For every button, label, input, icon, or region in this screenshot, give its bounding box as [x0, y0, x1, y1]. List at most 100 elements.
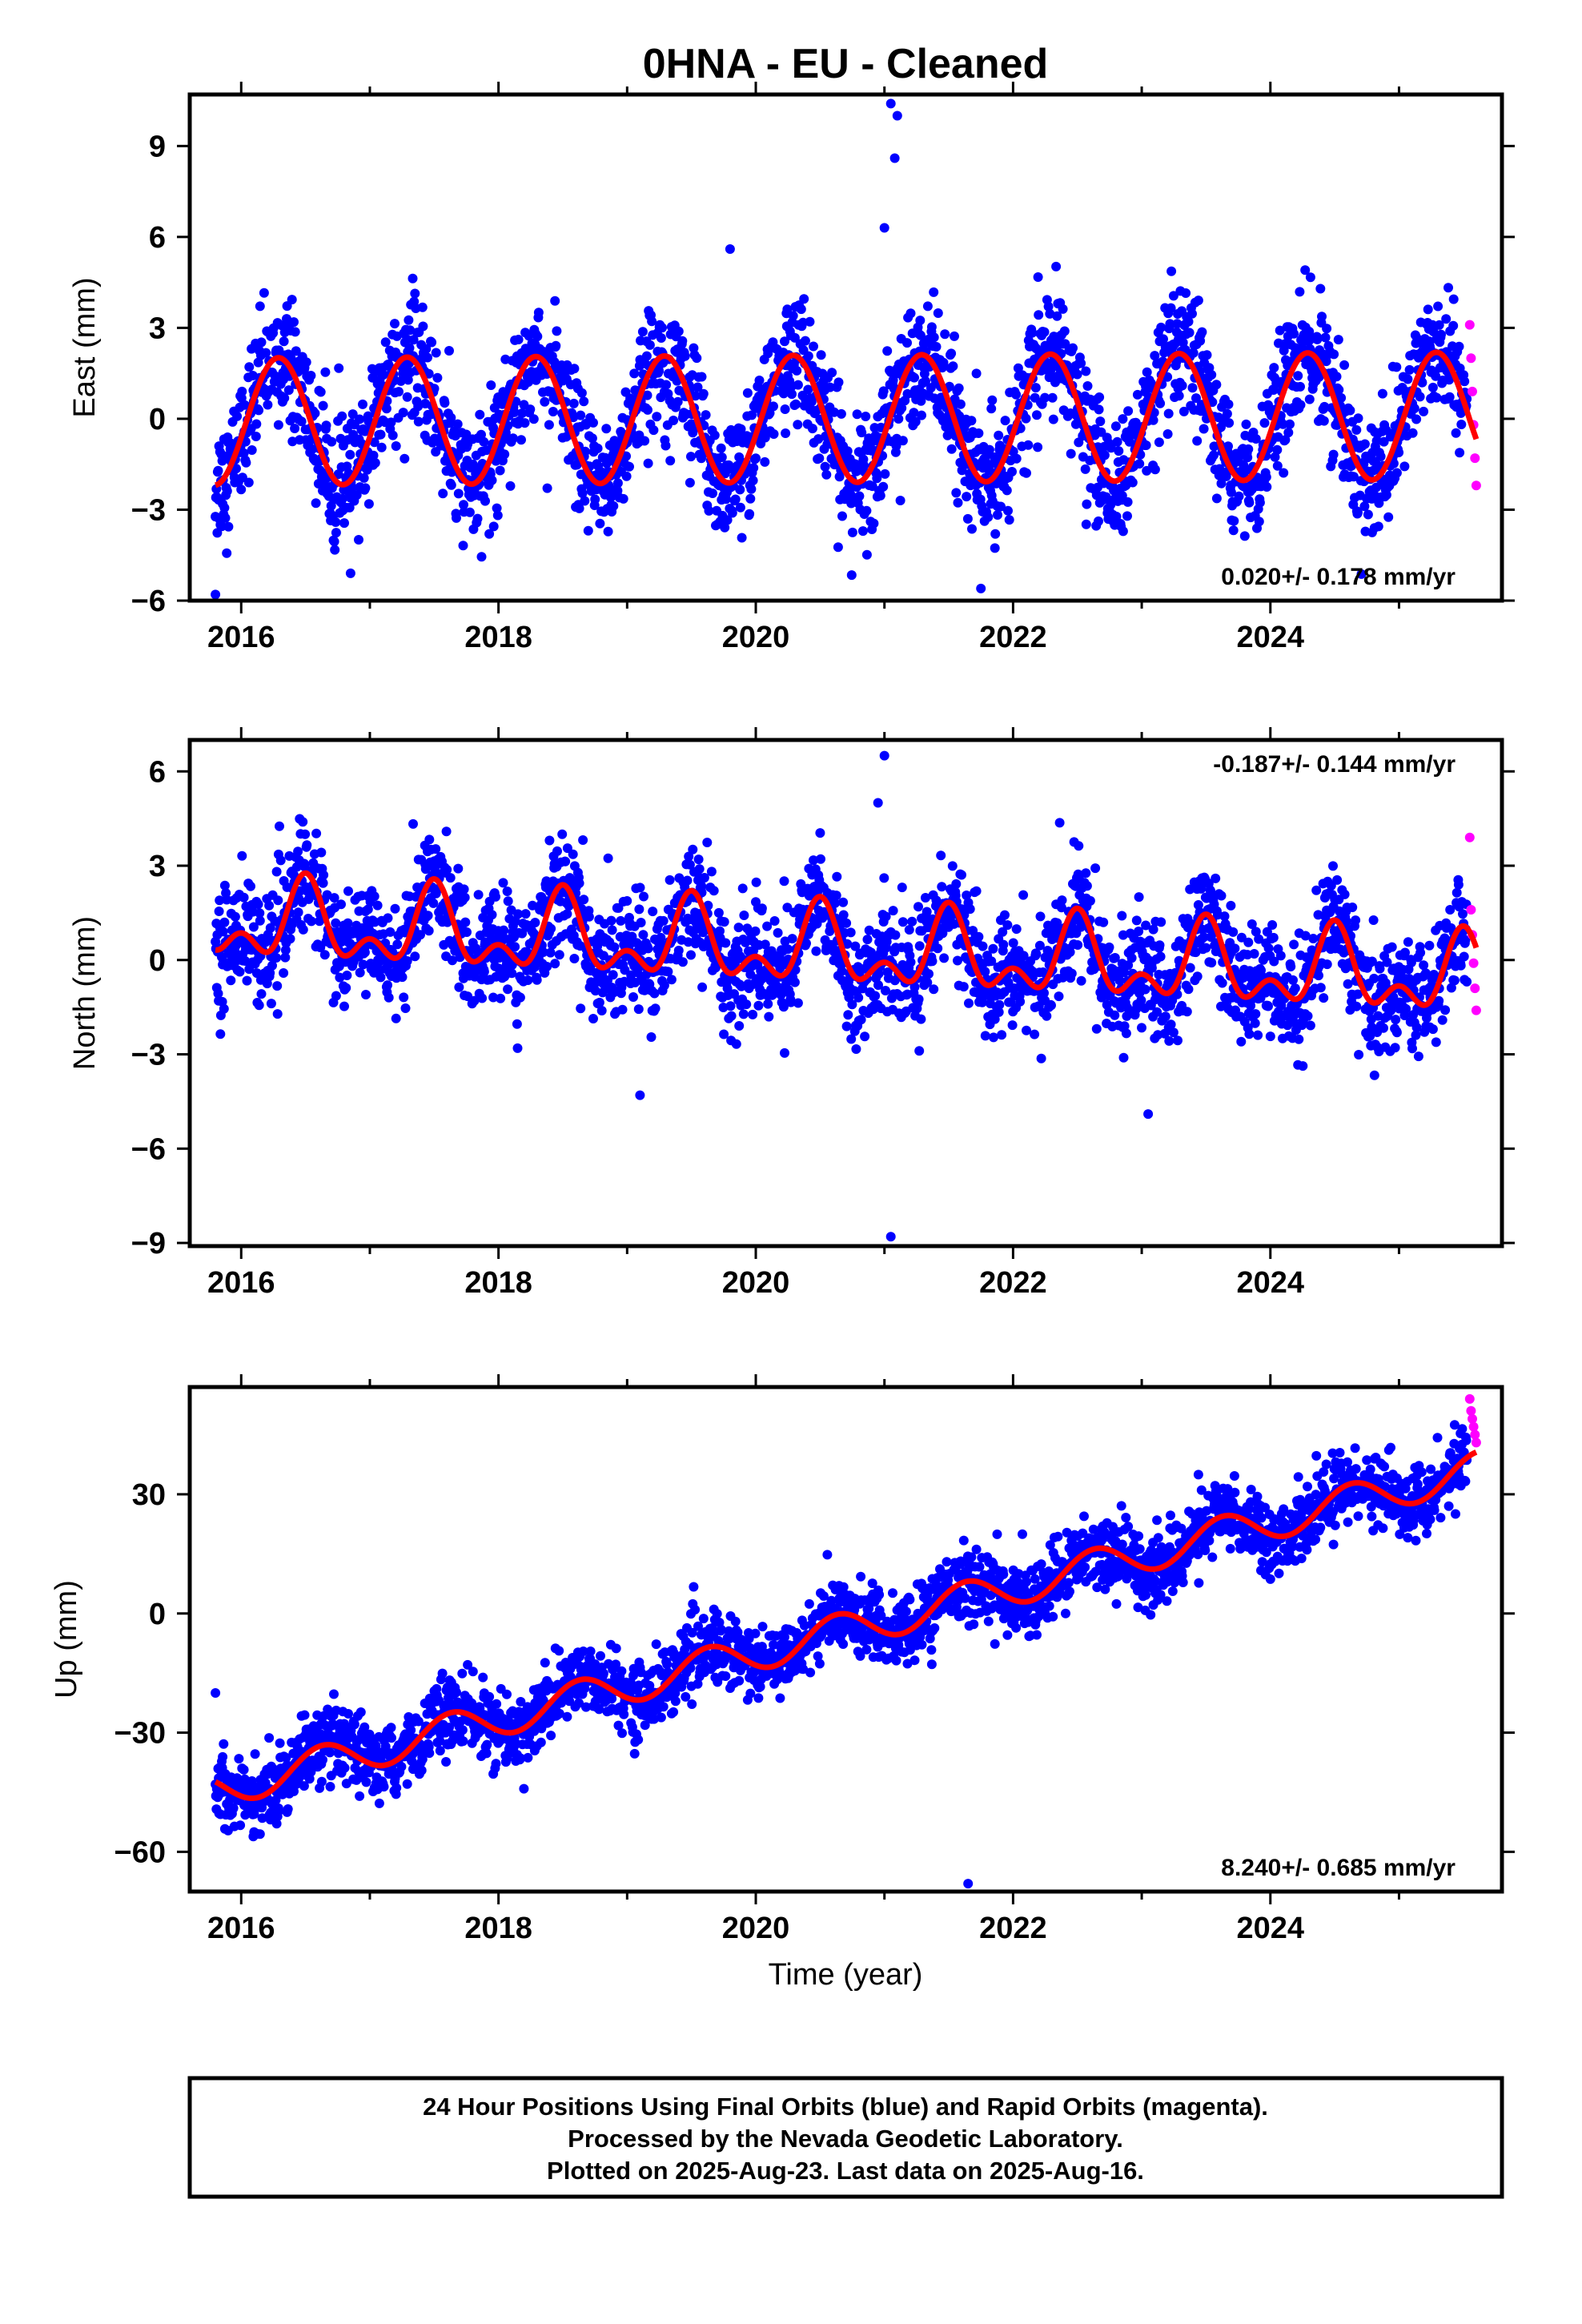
east-data-point — [273, 420, 283, 430]
north-data-point — [709, 886, 719, 896]
east-data-point — [1317, 312, 1327, 322]
east-data-point — [673, 326, 684, 336]
east-data-point — [1241, 419, 1251, 429]
north-data-point — [1008, 938, 1018, 948]
east-data-point — [1081, 366, 1091, 376]
north-data-point — [832, 871, 842, 882]
east-data-point — [1172, 319, 1182, 329]
east-data-point — [459, 500, 468, 510]
east-data-point — [1162, 372, 1173, 382]
east-data-point — [344, 502, 355, 513]
east-data-point — [222, 486, 232, 497]
north-data-point — [1155, 951, 1166, 962]
east-data-point — [1329, 349, 1339, 360]
east-data-point — [347, 482, 358, 493]
east-data-point — [749, 463, 759, 473]
east-data-point — [1283, 428, 1294, 438]
north-data-point — [331, 918, 341, 928]
east-data-point — [745, 493, 756, 504]
east-data-point — [1254, 517, 1264, 527]
east-outlier-point — [879, 223, 889, 233]
east-data-point — [310, 408, 320, 419]
east-data-point — [737, 533, 747, 543]
east-data-point — [1351, 424, 1362, 435]
east-data-point — [421, 344, 432, 354]
east-data-point — [1348, 472, 1359, 482]
north-data-point — [515, 992, 525, 1003]
east-data-point — [1356, 569, 1367, 579]
east-outlier-point — [889, 153, 900, 163]
east-data-point — [254, 405, 264, 416]
east-data-point — [223, 521, 234, 532]
north-data-point — [905, 957, 916, 967]
north-data-point — [1140, 984, 1150, 995]
east-data-point — [955, 399, 966, 409]
north-data-point — [1076, 975, 1086, 986]
north-data-point — [557, 829, 568, 839]
east-data-point — [1251, 434, 1261, 444]
north-data-point — [1250, 1018, 1260, 1028]
east-data-point — [909, 372, 919, 383]
east-data-point — [1122, 511, 1132, 521]
east-data-point — [916, 396, 926, 406]
east-data-point — [748, 476, 758, 485]
north-data-point — [608, 987, 619, 998]
north-data-point — [778, 1002, 789, 1012]
east-data-point — [1226, 487, 1236, 497]
north-data-point — [753, 1000, 764, 1011]
east-data-point — [1177, 380, 1187, 391]
east-data-point — [1155, 398, 1166, 408]
east-data-point — [259, 287, 269, 298]
north-data-point — [1298, 1061, 1308, 1072]
north-data-point — [1119, 967, 1130, 978]
east-data-point — [1022, 468, 1031, 478]
east-data-point — [1199, 424, 1209, 434]
north-data-point — [275, 821, 284, 831]
east-data-point — [1122, 497, 1133, 507]
north-data-point — [1039, 988, 1049, 998]
north-data-point — [498, 878, 508, 888]
east-data-point — [902, 338, 912, 348]
north-data-point — [659, 980, 669, 991]
east-data-point — [915, 316, 926, 326]
north-data-point — [319, 870, 329, 880]
east-data-point — [745, 509, 755, 519]
east-data-point — [996, 501, 1006, 512]
north-data-point — [568, 849, 578, 859]
north-data-point — [298, 924, 308, 935]
north-data-point — [319, 950, 330, 960]
east-outlier-point — [892, 111, 902, 121]
north-data-point — [322, 890, 332, 900]
north-data-point — [272, 1009, 283, 1019]
north-data-point — [914, 941, 925, 951]
east-data-point — [1207, 370, 1217, 380]
east-data-point — [431, 348, 441, 358]
north-data-point — [383, 992, 394, 1003]
north-data-point — [815, 828, 825, 838]
east-data-point — [929, 287, 939, 297]
east-y-tick-label: −6 — [131, 585, 166, 618]
east-data-point — [891, 440, 901, 451]
north-data-point — [734, 1021, 745, 1031]
east-data-point — [1322, 324, 1332, 334]
north-data-point — [1351, 1001, 1362, 1011]
east-data-point — [1411, 414, 1422, 424]
north-data-point — [843, 1010, 853, 1020]
north-data-point — [1141, 920, 1151, 931]
east-data-point — [256, 337, 267, 348]
east-data-point — [857, 526, 868, 537]
east-data-point — [807, 424, 817, 434]
north-data-point — [1375, 963, 1385, 974]
east-data-point — [213, 465, 223, 476]
east-data-point — [241, 457, 251, 468]
north-data-point — [845, 927, 856, 938]
east-data-point — [673, 396, 683, 407]
east-data-point — [780, 336, 789, 347]
north-data-point — [1228, 927, 1239, 937]
north-data-point — [1081, 868, 1091, 879]
east-outlier-point — [976, 583, 986, 593]
east-data-point — [520, 418, 530, 428]
east-data-point — [1375, 452, 1386, 461]
east-data-point — [1295, 381, 1305, 392]
east-data-point — [1027, 328, 1038, 338]
